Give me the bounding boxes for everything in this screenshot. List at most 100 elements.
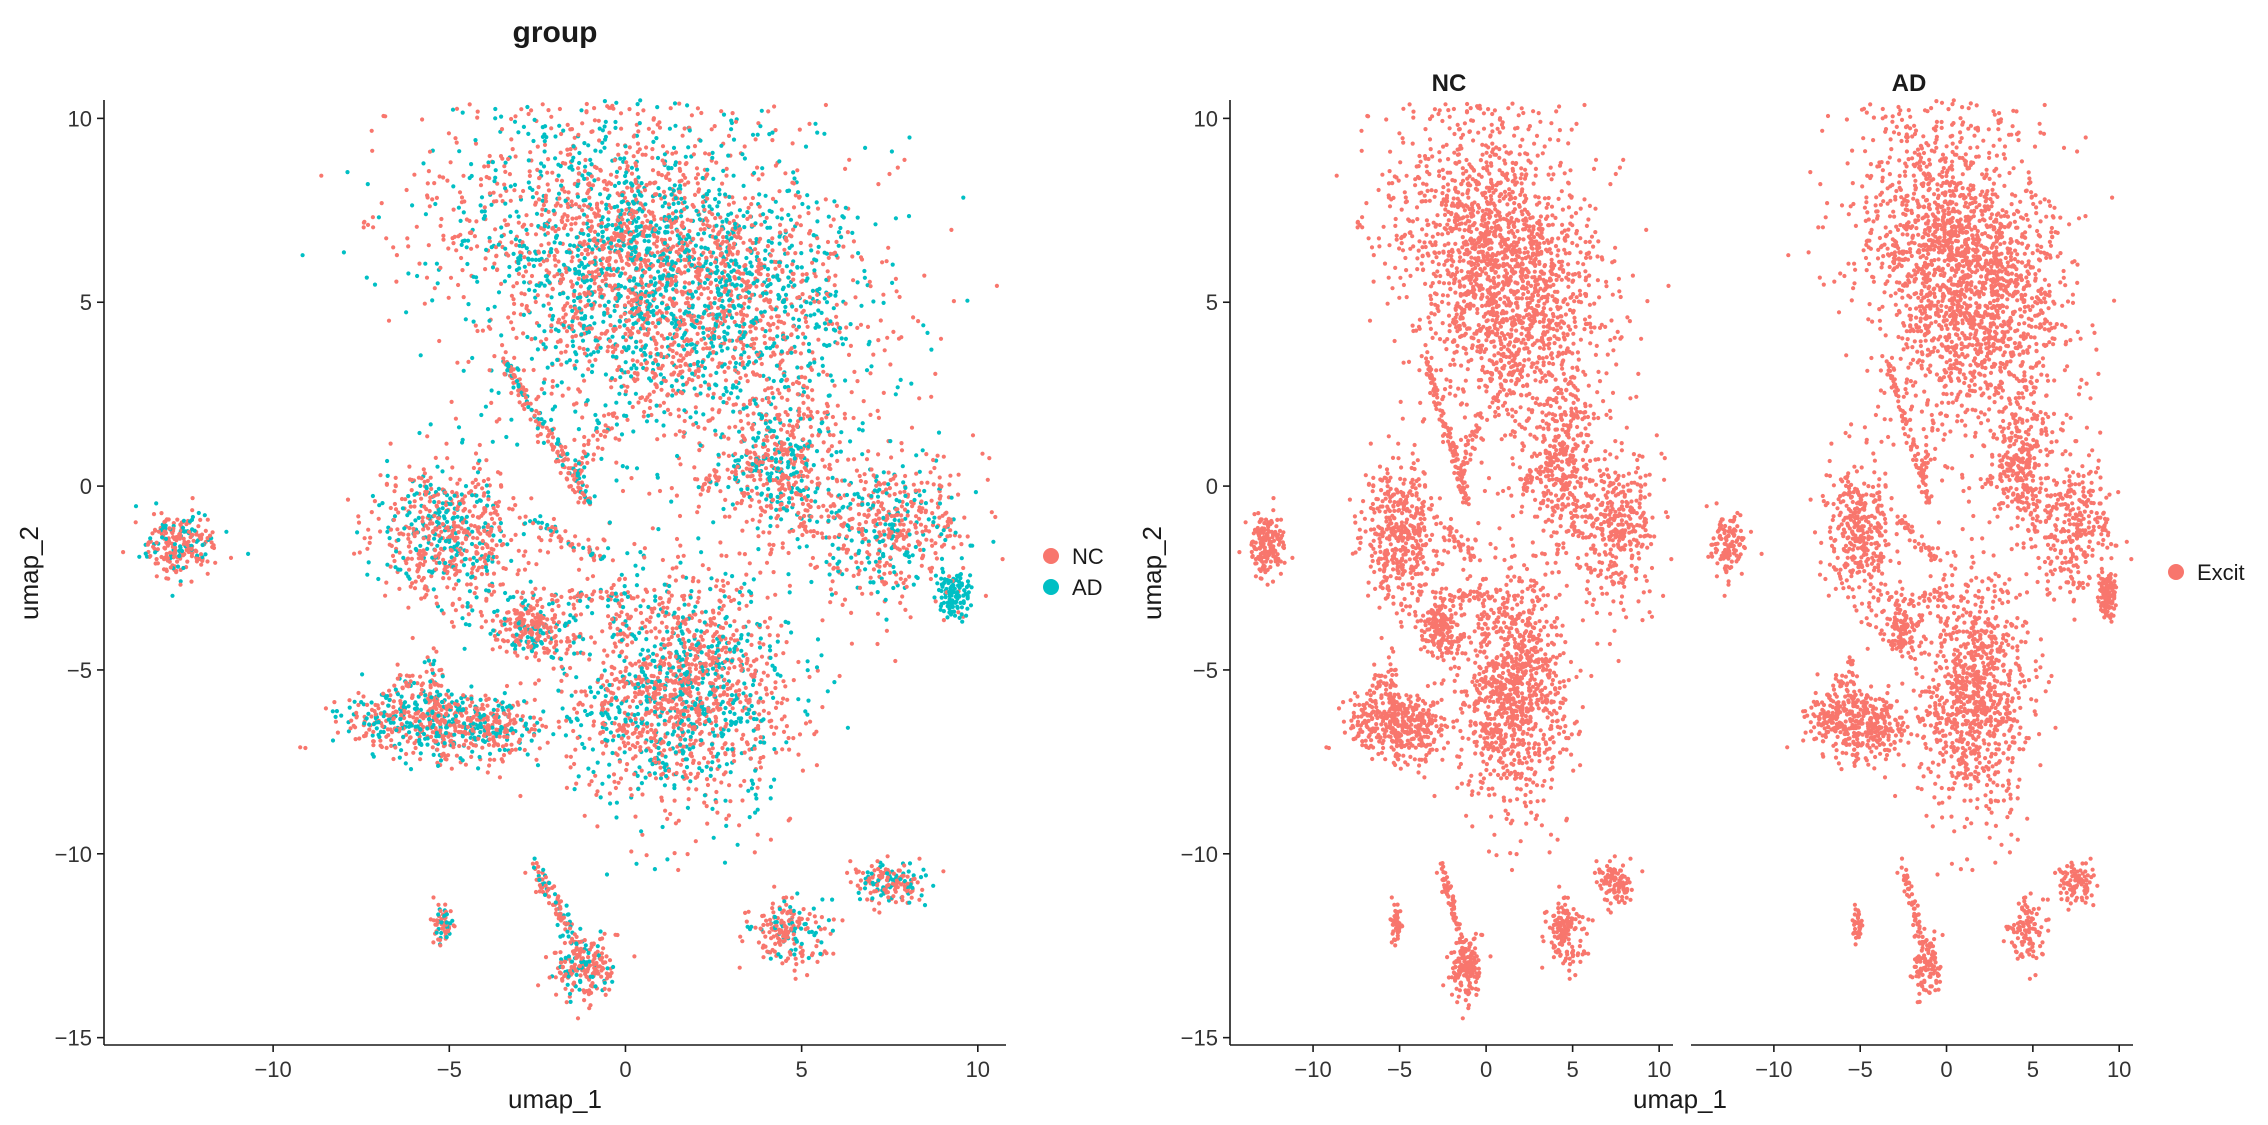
nc-cell-point (876, 867, 880, 871)
nc-cell-point (943, 511, 947, 515)
nc-cell-point (689, 219, 693, 223)
nc-cell-point (546, 550, 550, 554)
ad-cell-point (942, 601, 946, 605)
nc-cell-point (428, 509, 432, 513)
nc-cell-point (455, 141, 459, 145)
nc-cell-point (730, 742, 734, 746)
nc-cell-point (540, 605, 544, 609)
nc-cell-point (684, 162, 688, 166)
nc-cell-point (446, 246, 450, 250)
ad-cell-point (750, 779, 754, 783)
nc-cell-point (738, 376, 742, 380)
ad-cell-point (451, 516, 455, 520)
nc-cell-point (576, 485, 580, 489)
ad-cell-point (614, 478, 618, 482)
ad-cell-point (599, 149, 603, 153)
nc-cell-point (624, 655, 628, 659)
nc-cell-point (766, 273, 770, 277)
ad-cell-point (581, 339, 585, 343)
nc-cell-point (583, 158, 587, 162)
ad-cell-point (815, 200, 819, 204)
nc-cell-point (633, 695, 637, 699)
ad-cell-point (515, 443, 519, 447)
ad-cell-point (890, 149, 894, 153)
ad-cell-point (907, 554, 911, 558)
nc-cell-point (648, 773, 652, 777)
nc-cell-point (930, 499, 934, 503)
nc-cell-point (779, 428, 783, 432)
ad-cell-point (866, 556, 870, 560)
nc-cell-point (826, 476, 830, 480)
nc-cell-point (373, 499, 377, 503)
ad-cell-point (604, 120, 608, 124)
nc-cell-point (425, 434, 429, 438)
ad-cell-point (493, 305, 497, 309)
ad-cell-point (637, 631, 641, 635)
nc-cell-point (758, 237, 762, 241)
nc-cell-point (371, 225, 375, 229)
nc-cell-point (616, 153, 620, 157)
ad-cell-point (435, 690, 439, 694)
nc-cell-point (538, 717, 542, 721)
ad-cell-point (607, 300, 611, 304)
ad-cell-point (701, 412, 705, 416)
nc-cell-point (705, 697, 709, 701)
ad-cell-point (532, 264, 536, 268)
nc-cell-point (446, 735, 450, 739)
ad-cell-point (457, 579, 461, 583)
nc-cell-point (815, 410, 819, 414)
nc-cell-point (900, 448, 904, 452)
nc-cell-point (811, 556, 815, 560)
nc-cell-point (437, 534, 441, 538)
nc-cell-point (809, 468, 813, 472)
nc-cell-point (636, 112, 640, 116)
nc-cell-point (537, 185, 541, 189)
nc-cell-point (750, 489, 754, 493)
nc-cell-point (452, 520, 456, 524)
ad-cell-point (464, 484, 468, 488)
nc-cell-point (678, 429, 682, 433)
nc-cell-point (431, 895, 435, 899)
nc-cell-point (547, 302, 551, 306)
ad-cell-point (678, 561, 682, 565)
nc-cell-point (558, 970, 562, 974)
nc-cell-point (832, 217, 836, 221)
ad-cell-point (486, 160, 490, 164)
nc-cell-point (528, 169, 532, 173)
ad-cell-point (504, 435, 508, 439)
ad-cell-point (680, 375, 684, 379)
nc-cell-point (581, 703, 585, 707)
nc-cell-point (898, 522, 902, 526)
nc-cell-point (940, 544, 944, 548)
nc-cell-point (702, 287, 706, 291)
nc-cell-point (909, 520, 913, 524)
nc-cell-point (782, 423, 786, 427)
nc-cell-point (541, 102, 545, 106)
ad-cell-point (812, 463, 816, 467)
ad-cell-point (497, 391, 501, 395)
nc-cell-point (502, 753, 506, 757)
ad-cell-point (602, 240, 606, 244)
nc-cell-point (391, 245, 395, 249)
ad-cell-point (882, 301, 886, 305)
nc-cell-point (670, 230, 674, 234)
nc-cell-point (732, 201, 736, 205)
nc-cell-point (507, 610, 511, 614)
nc-cell-point (770, 248, 774, 252)
nc-cell-point (628, 275, 632, 279)
nc-cell-point (521, 331, 525, 335)
nc-cell-point (919, 523, 923, 527)
nc-cell-point (709, 281, 713, 285)
nc-cell-point (697, 761, 701, 765)
nc-cell-point (515, 700, 519, 704)
nc-cell-point (966, 534, 970, 538)
ad-cell-point (570, 694, 574, 698)
nc-cell-point (834, 240, 838, 244)
nc-cell-point (711, 228, 715, 232)
nc-cell-point (715, 811, 719, 815)
ad-cell-point (527, 288, 531, 292)
nc-cell-point (407, 465, 411, 469)
nc-cell-point (607, 131, 611, 135)
ad-cell-point (781, 287, 785, 291)
nc-cell-point (634, 608, 638, 612)
